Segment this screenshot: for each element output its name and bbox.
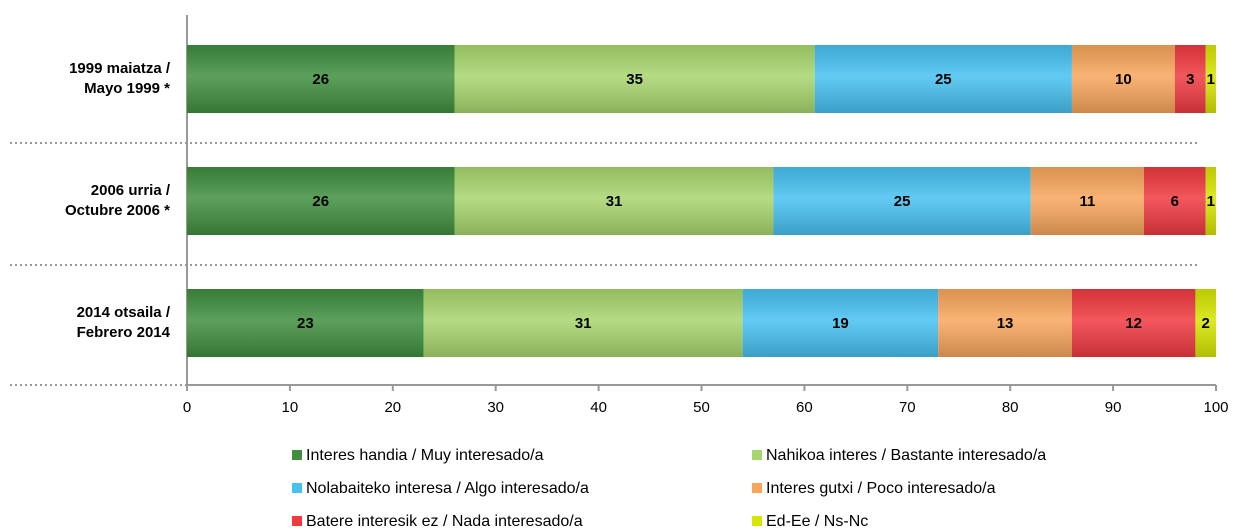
bar-shade [742,289,939,357]
legend-label: Interes gutxi / Poco interesado/a [766,480,996,497]
legend-label: Interes handia / Muy interesado/a [306,447,544,464]
bar-shade [423,289,743,357]
x-tick-label: 40 [590,399,607,416]
data-label: 1 [1207,193,1215,210]
data-label: 2 [1202,315,1210,332]
x-tick-label: 70 [899,399,916,416]
data-label: 10 [1115,71,1132,88]
x-tick-label: 60 [796,399,813,416]
data-label: 11 [1079,193,1095,210]
legend-label: Nolabaiteko interesa / Algo interesado/a [306,480,589,497]
data-label: 13 [997,315,1014,332]
data-label: 25 [935,71,952,88]
bar-shade [1205,167,1216,235]
legend-swatch [752,516,762,526]
bar-shade [187,289,424,357]
bar-shade [773,167,1031,235]
x-tick-label: 30 [487,399,504,416]
legend-label: Nahikoa interes / Bastante interesado/a [766,447,1046,464]
category-label: Febrero 2014 [77,324,171,341]
legend-swatch [292,483,302,493]
data-label: 3 [1186,71,1194,88]
legend-label: Ed-Ee / Ns-Nc [766,513,868,529]
data-label: 1 [1207,71,1215,88]
legend-swatch [292,516,302,526]
bar-shade [1030,167,1144,235]
data-label: 31 [575,315,592,332]
x-tick-label: 80 [1002,399,1019,416]
bar-shade [1143,167,1206,235]
data-label: 31 [606,193,623,210]
bar-shade [454,45,815,113]
data-label: 19 [832,315,849,332]
x-tick-label: 10 [282,399,299,416]
category-label: 2006 urria / [91,182,171,199]
data-label: 26 [312,71,329,88]
data-label: 12 [1125,315,1142,332]
data-label: 26 [312,193,329,210]
bar-shade [938,289,1072,357]
category-label: 1999 maiatza / [69,60,171,77]
category-label: 2014 otsaila / [77,304,171,321]
data-label: 25 [894,193,911,210]
legend-swatch [292,450,302,460]
data-label: 23 [297,315,314,332]
bar-shade [454,167,774,235]
bar-shade [1205,45,1216,113]
x-tick-label: 90 [1105,399,1122,416]
category-label: Octubre 2006 * [65,202,170,219]
bar-shade [187,167,455,235]
legend-label: Batere interesik ez / Nada interesado/a [306,513,583,529]
bar-shade [1174,45,1206,113]
x-tick-label: 0 [183,399,191,416]
bar-shade [187,45,455,113]
data-label: 35 [626,71,643,88]
bar-shade [814,45,1072,113]
legend-swatch [752,483,762,493]
x-tick-label: 100 [1203,399,1228,416]
bar-shade [1071,289,1196,357]
x-tick-label: 20 [384,399,401,416]
bar-shade [1071,45,1175,113]
x-tick-label: 50 [693,399,710,416]
category-label: Mayo 1999 * [84,80,170,97]
data-label: 6 [1171,193,1179,210]
bar-shade [1195,289,1216,357]
legend-swatch [752,450,762,460]
